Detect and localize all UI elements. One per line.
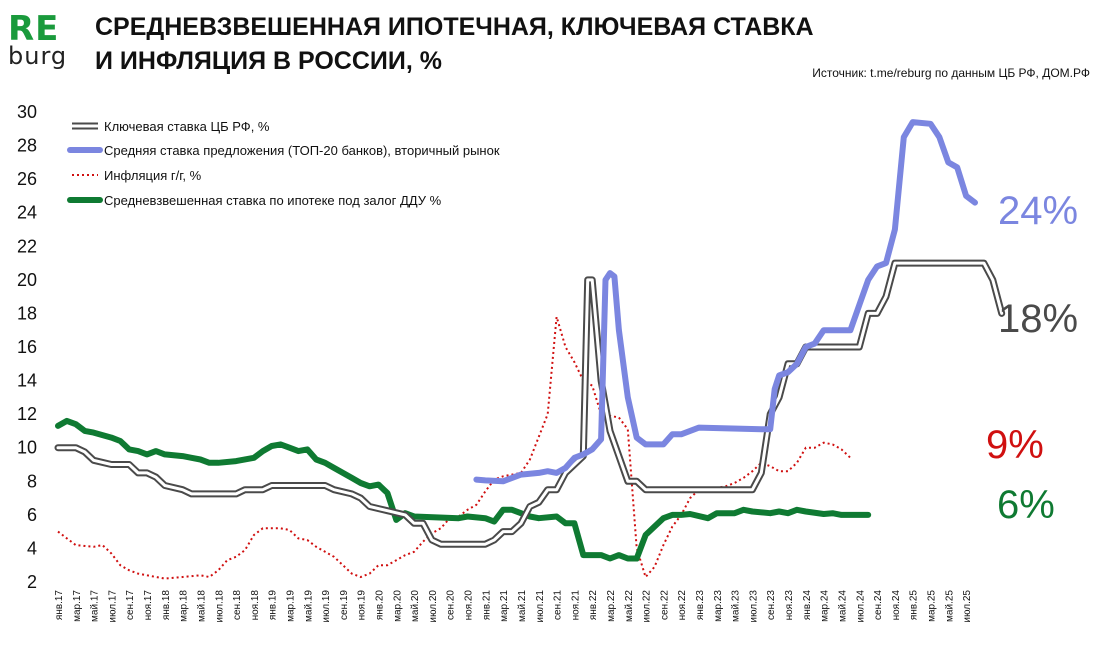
ddu-rate-line — [55, 417, 872, 562]
x-tick-label: июл.24 — [855, 590, 866, 623]
x-tick-label: мар.20 — [392, 590, 403, 622]
y-tick-label: 8 — [27, 471, 37, 491]
x-tick-label: июл.19 — [321, 590, 332, 623]
x-tick-label: май.21 — [517, 590, 528, 622]
x-tick-label: сен.22 — [659, 590, 670, 620]
y-tick-label: 24 — [17, 203, 37, 223]
x-tick-label: мар.17 — [72, 590, 83, 622]
x-tick-label: сен.19 — [339, 590, 350, 620]
x-axis: янв.17 мар.17 май.17 июл.17 сен.17 ноя.17 янв.… — [54, 590, 973, 623]
end-value-label: 24% — [998, 189, 1078, 233]
y-tick-label: 26 — [17, 169, 37, 189]
x-tick-label: янв.25 — [909, 590, 920, 621]
inflation-line — [57, 316, 852, 580]
x-tick-label: июл.17 — [107, 590, 118, 623]
x-tick-label: сен.18 — [232, 590, 243, 620]
legend-label: Средневзвешенная ставка по ипотеке под з… — [104, 193, 442, 208]
y-tick-label: 18 — [17, 303, 37, 323]
x-tick-label: сен.17 — [125, 590, 136, 620]
x-tick-label: май.18 — [196, 590, 207, 622]
x-tick-label: май.19 — [303, 590, 314, 622]
x-tick-label: сен.21 — [553, 590, 564, 620]
legend-label: Инфляция г/г, % — [104, 168, 202, 183]
x-tick-label: мар.18 — [179, 590, 190, 622]
x-tick-label: сен.23 — [766, 590, 777, 620]
x-tick-label: янв.23 — [695, 590, 706, 621]
y-tick-label: 12 — [17, 404, 37, 424]
y-tick-label: 2 — [27, 572, 37, 592]
x-tick-label: янв.19 — [268, 590, 279, 621]
x-tick-label: май.25 — [944, 590, 955, 622]
y-tick-label: 16 — [17, 337, 37, 357]
y-tick-label: 14 — [17, 371, 37, 391]
y-tick-label: 30 — [17, 102, 37, 122]
x-tick-label: сен.24 — [873, 590, 884, 620]
x-tick-label: янв.21 — [481, 590, 492, 621]
x-tick-label: мар.24 — [820, 590, 831, 622]
series-group — [54, 119, 1006, 580]
x-tick-label: ноя.23 — [784, 590, 795, 621]
x-tick-label: ноя.17 — [143, 590, 154, 621]
source-note: Источник: t.me/reburg по данным ЦБ РФ, Д… — [812, 66, 1090, 80]
x-tick-label: мар.19 — [285, 590, 296, 622]
chart-title: СРЕДНЕВЗВЕШЕННАЯ ИПОТЕЧНАЯ, КЛЮЧЕВАЯ СТА… — [95, 10, 814, 78]
end-value-label: 18% — [998, 297, 1078, 341]
x-tick-label: июл.23 — [748, 590, 759, 623]
x-tick-label: ноя.21 — [570, 590, 581, 621]
x-tick-label: ноя.19 — [357, 590, 368, 621]
x-tick-label: мар.23 — [713, 590, 724, 622]
x-tick-label: май.22 — [624, 590, 635, 622]
x-tick-label: май.20 — [410, 590, 421, 622]
x-tick-label: янв.17 — [54, 590, 65, 621]
x-tick-label: янв.24 — [802, 590, 813, 621]
x-tick-label: янв.22 — [588, 590, 599, 621]
y-tick-label: 20 — [17, 270, 37, 290]
x-tick-label: сен.20 — [446, 590, 457, 620]
reburg-logo: RE burg — [8, 12, 67, 68]
logo-burg: burg — [8, 42, 68, 70]
x-tick-label: май.24 — [837, 590, 848, 622]
x-tick-label: ноя.20 — [464, 590, 475, 621]
end-value-label: 6% — [997, 483, 1055, 527]
x-tick-label: ноя.24 — [891, 590, 902, 621]
x-tick-label: июл.22 — [642, 590, 653, 623]
y-tick-label: 4 — [27, 538, 37, 558]
x-tick-label: июл.21 — [535, 590, 546, 623]
x-tick-label: май.23 — [731, 590, 742, 622]
x-tick-label: мар.21 — [499, 590, 510, 622]
x-tick-label: май.17 — [90, 590, 101, 622]
x-tick-label: ноя.18 — [250, 590, 261, 621]
x-tick-label: ноя.22 — [677, 590, 688, 621]
x-tick-label: июл.20 — [428, 590, 439, 623]
end-labels: 18% 24% 9% 6% — [986, 189, 1078, 527]
y-tick-label: 28 — [17, 136, 37, 156]
x-tick-label: июл.25 — [962, 590, 973, 623]
y-tick-label: 6 — [27, 505, 37, 525]
y-tick-label: 10 — [17, 438, 37, 458]
x-tick-label: янв.20 — [375, 590, 386, 621]
offer-rate-line — [473, 119, 978, 485]
x-tick-label: мар.22 — [606, 590, 617, 622]
chart-title-line2: И ИНФЛЯЦИЯ В РОССИИ, % — [95, 47, 442, 75]
end-value-label: 9% — [986, 423, 1044, 467]
key-rate-line-inner — [56, 261, 1004, 546]
y-tick-label: 22 — [17, 236, 37, 256]
legend-label: Средняя ставка предложения (ТОП-20 банко… — [104, 143, 500, 158]
logo-re: RE — [8, 9, 60, 49]
x-tick-label: мар.25 — [926, 590, 937, 622]
legend-label: Ключевая ставка ЦБ РФ, % — [104, 119, 270, 134]
legend: Ключевая ставка ЦБ РФ, % Средняя ставка п… — [67, 119, 500, 208]
chart-title-line1: СРЕДНЕВЗВЕШЕННАЯ ИПОТЕЧНАЯ, КЛЮЧЕВАЯ СТА… — [95, 13, 814, 41]
x-tick-label: июл.18 — [214, 590, 225, 623]
x-tick-label: янв.18 — [161, 590, 172, 621]
